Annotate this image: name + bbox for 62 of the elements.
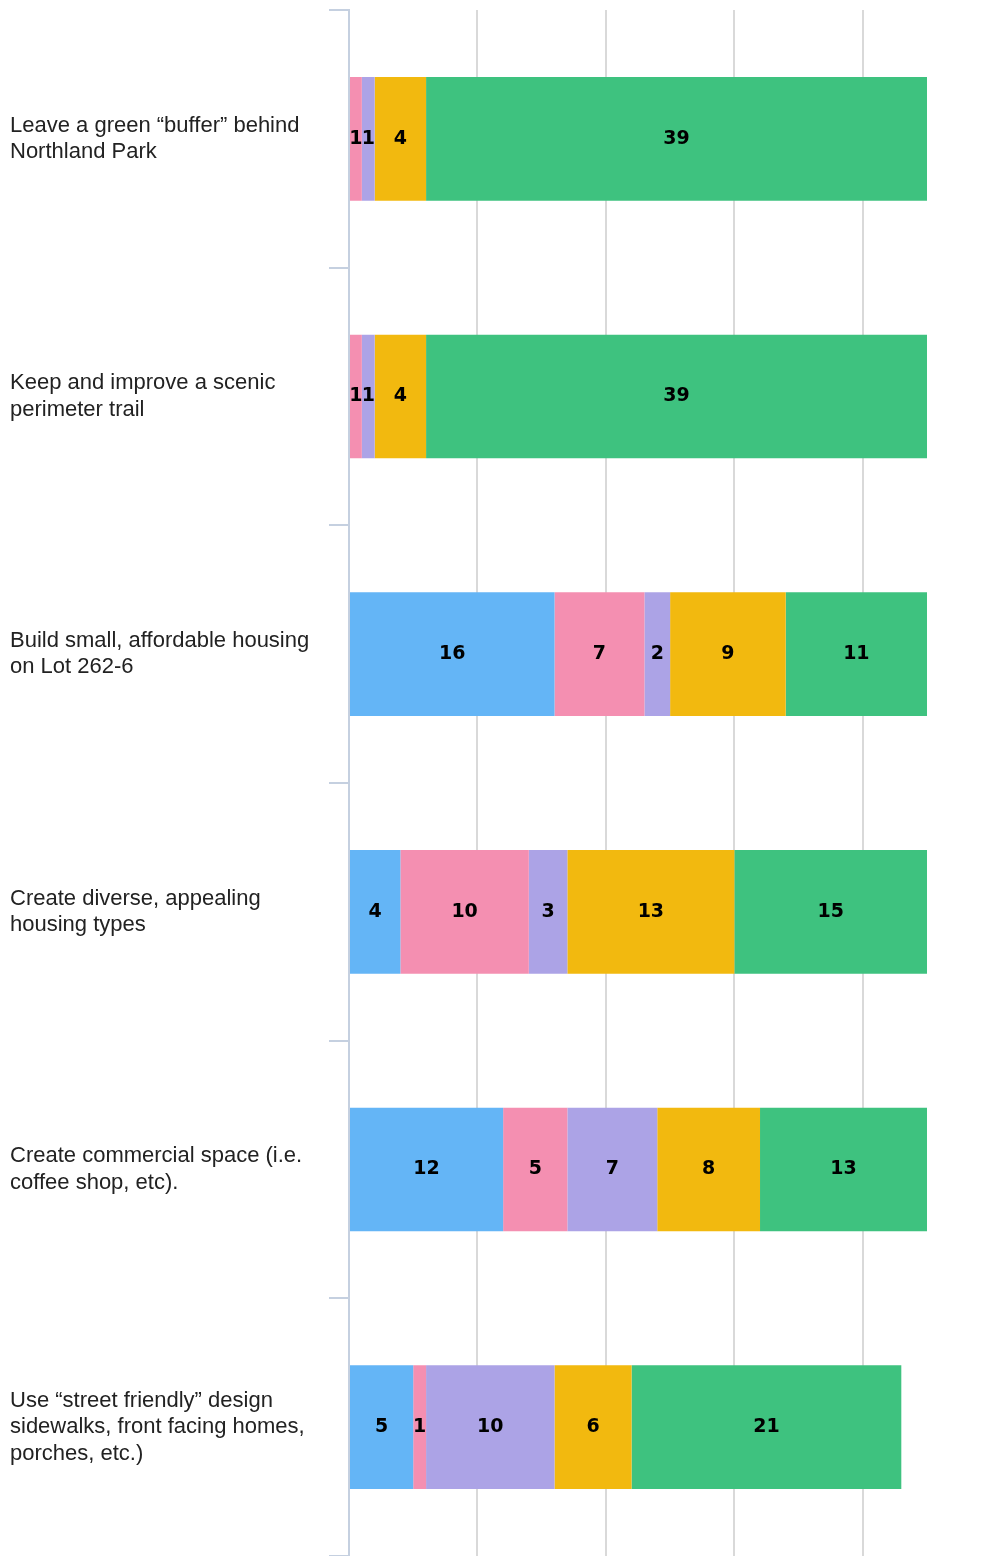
- data-label: 11: [843, 641, 870, 664]
- bar: [567, 1107, 658, 1232]
- data-label: 12: [413, 1156, 440, 1179]
- bar: [503, 1107, 568, 1232]
- bar: [350, 592, 555, 717]
- bar: [350, 849, 401, 974]
- data-label: 1: [361, 383, 375, 406]
- data-label: 1: [413, 1414, 427, 1437]
- data-label: 39: [663, 125, 690, 148]
- data-label: 4: [393, 383, 407, 406]
- bar: [350, 76, 362, 201]
- data-label: 6: [586, 1414, 600, 1437]
- bar: [760, 1107, 927, 1232]
- y-tick-label: Keep and improve a scenic perimeter trail: [10, 369, 276, 421]
- data-label: 9: [721, 641, 735, 664]
- bar: [374, 334, 427, 459]
- bar: [426, 1365, 555, 1490]
- data-label: 15: [817, 898, 844, 921]
- bar: [785, 592, 927, 717]
- y-tick-label: Use “street friendly” design sidewalks, front facing homes, porches, etc.): [10, 1386, 305, 1465]
- bar: [567, 849, 735, 974]
- bar: [374, 76, 427, 201]
- data-label: 5: [528, 1156, 542, 1179]
- bar: [350, 334, 362, 459]
- y-tick-label: Create commercial space (i.e. coffee shop, etc).: [10, 1142, 303, 1194]
- bar: [350, 1365, 414, 1490]
- data-label: 4: [393, 125, 407, 148]
- bar: [644, 592, 671, 717]
- data-label: 10: [477, 1414, 504, 1437]
- data-label: 39: [663, 383, 690, 406]
- data-label: 1: [361, 125, 375, 148]
- data-label: 1: [349, 125, 363, 148]
- bar: [554, 1365, 632, 1490]
- bar: [426, 76, 927, 201]
- bar: [350, 1107, 504, 1232]
- y-tick-label: Leave a green “buffer” behind Northland Park: [10, 111, 300, 164]
- data-label: 21: [753, 1414, 780, 1437]
- bar: [361, 334, 375, 459]
- y-tick-label: Build small, affordable housing on Lot 262-6: [10, 627, 310, 679]
- y-tick-label: Create diverse, appealing housing types: [10, 884, 261, 937]
- data-label: 10: [451, 898, 478, 921]
- bar: [554, 592, 645, 717]
- bar: [426, 334, 927, 459]
- data-label: 2: [650, 641, 664, 664]
- bar: [413, 1365, 427, 1490]
- data-label: 5: [374, 1414, 389, 1437]
- data-label: 16: [439, 641, 466, 664]
- bar: [734, 849, 927, 974]
- bar: [400, 849, 529, 974]
- bar: [361, 76, 375, 201]
- bar: [631, 1365, 902, 1490]
- bar: [670, 592, 786, 717]
- data-label: 7: [605, 1156, 619, 1179]
- bar: [657, 1107, 761, 1232]
- bar: [528, 849, 568, 974]
- data-label: 4: [368, 898, 382, 921]
- data-label: 7: [592, 641, 607, 664]
- data-label: 13: [830, 1156, 857, 1179]
- data-label: 8: [702, 1156, 716, 1179]
- data-label: 13: [637, 898, 665, 921]
- data-label: 3: [541, 898, 555, 921]
- data-label: 1: [349, 383, 363, 406]
